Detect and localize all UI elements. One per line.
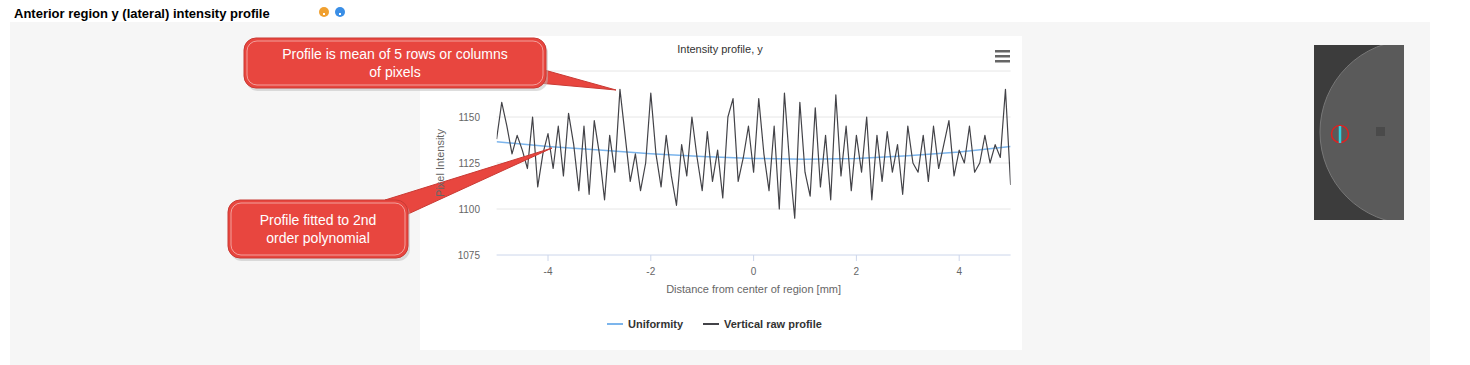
grid-line: [497, 209, 1011, 210]
x-tick: [548, 255, 549, 261]
y-axis-title: Pixel Intensity: [434, 129, 446, 197]
heading: Anterior region y (lateral) intensity pr…: [14, 6, 270, 21]
y-tick-label: 1150: [458, 112, 480, 123]
x-tick: [856, 255, 857, 261]
x-tick: [650, 255, 651, 261]
callout-text: Profile is mean of 5 rows or columnsof p…: [282, 46, 508, 80]
thumb-content: [1320, 45, 1404, 220]
phantom: [1320, 45, 1404, 220]
panel: [10, 22, 1430, 365]
legend-label: Vertical raw profile: [724, 318, 822, 330]
callout-box: [228, 200, 408, 258]
callout: Profile is mean of 5 rows or columnsof p…: [244, 38, 616, 91]
x-axis-title: Distance from center of region [mm]: [666, 283, 841, 295]
info-icon: [335, 7, 345, 17]
grid-line: [497, 163, 1011, 164]
chart-title: Intensity profile, y: [677, 43, 763, 55]
legend-label: Uniformity: [628, 318, 684, 330]
callout: Profile fitted to 2ndorder polynomial: [228, 148, 552, 261]
menu-icon: [995, 50, 1010, 53]
legend-symbol: [607, 323, 623, 325]
icon-glyph: [339, 13, 341, 15]
roi-circle: [1332, 126, 1349, 143]
x-tick: [753, 255, 754, 261]
callout-inner: [247, 41, 543, 85]
help-icon: [319, 7, 329, 17]
x-tick-label: 4: [956, 266, 962, 277]
callout-box: [244, 38, 546, 88]
menu-icon: [995, 60, 1010, 63]
range-end-line: [497, 71, 1011, 72]
page: Anterior region y (lateral) intensity pr…: [0, 0, 1470, 365]
menu-icon: [995, 55, 1010, 58]
y-tick-label: 1125: [458, 158, 480, 169]
callout-text: Profile fitted to 2ndorder polynomial: [260, 212, 377, 246]
y-tick-label: 1075: [458, 250, 481, 261]
series-line: [497, 89, 1011, 218]
x-tick-label: 2: [854, 266, 860, 277]
thumbnail: [1314, 40, 1470, 224]
x-tick-label: -4: [544, 266, 553, 277]
callout-pointer: [385, 148, 552, 214]
roi-line: [1339, 126, 1342, 143]
y-tick-label: 1100: [458, 204, 480, 215]
x-tick: [959, 255, 960, 261]
grid-line: [497, 117, 1011, 118]
x-tick-label: -2: [646, 266, 655, 277]
phantom-feature: [1376, 127, 1385, 136]
icon-glyph: [323, 13, 325, 15]
legend-symbol: [703, 323, 719, 325]
x-tick-label: 0: [751, 266, 757, 277]
callout-inner: [231, 203, 405, 255]
plot-area: [497, 89, 1011, 218]
